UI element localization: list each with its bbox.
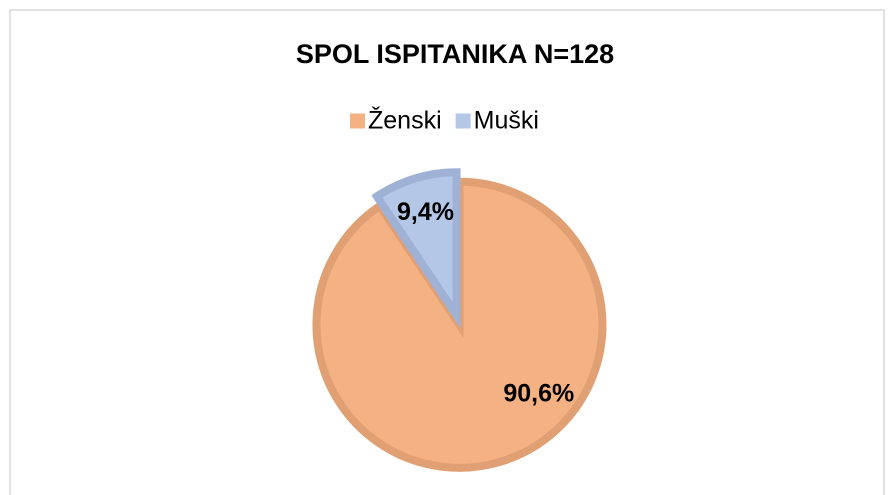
legend-label: Muški (474, 107, 539, 135)
data-label: 9,4% (397, 198, 454, 226)
legend-swatch (350, 113, 365, 129)
legend-swatch (455, 113, 471, 129)
chart-title: SPOL ISPITANIKA N=128 (296, 39, 614, 69)
chart-frame (9, 9, 885, 495)
data-label: 90,6% (503, 379, 574, 407)
legend-label: Ženski (368, 106, 442, 135)
pie-slice (371, 168, 461, 329)
